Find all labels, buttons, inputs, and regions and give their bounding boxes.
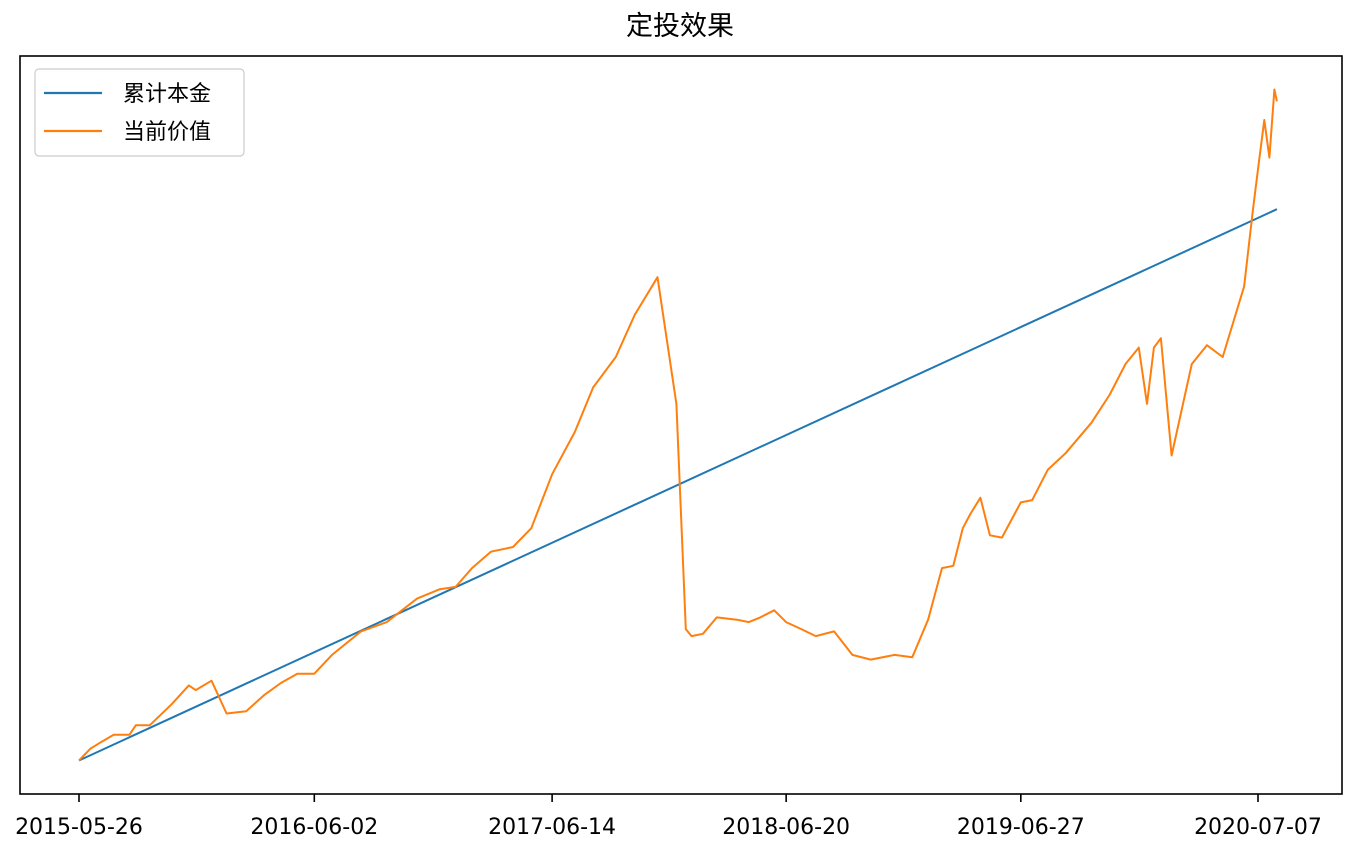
x-tick-label: 2015-05-26	[15, 815, 143, 840]
series-layer	[78, 88, 1278, 762]
x-tick-label: 2017-06-14	[488, 815, 616, 840]
plot-area	[20, 56, 1342, 794]
legend-label-current-value: 当前价值	[123, 120, 211, 145]
legend-box	[34, 68, 245, 157]
x-tick-label: 2019-06-27	[957, 815, 1085, 840]
chart-title: 定投效果	[626, 11, 734, 42]
x-tick-label: 2018-06-20	[722, 815, 850, 840]
series-line-principal	[78, 208, 1278, 762]
legend: 累计本金 当前价值	[34, 68, 245, 157]
series-line-current-value	[78, 88, 1278, 762]
x-tick-label: 2020-07-07	[1194, 815, 1322, 840]
x-axis: 2015-05-26 2016-06-02 2017-06-14 2018-06-20…	[15, 794, 1322, 840]
plot-frame	[19, 55, 1343, 795]
legend-label-principal: 累计本金	[123, 82, 211, 107]
x-tick-label: 2016-06-02	[250, 815, 378, 840]
